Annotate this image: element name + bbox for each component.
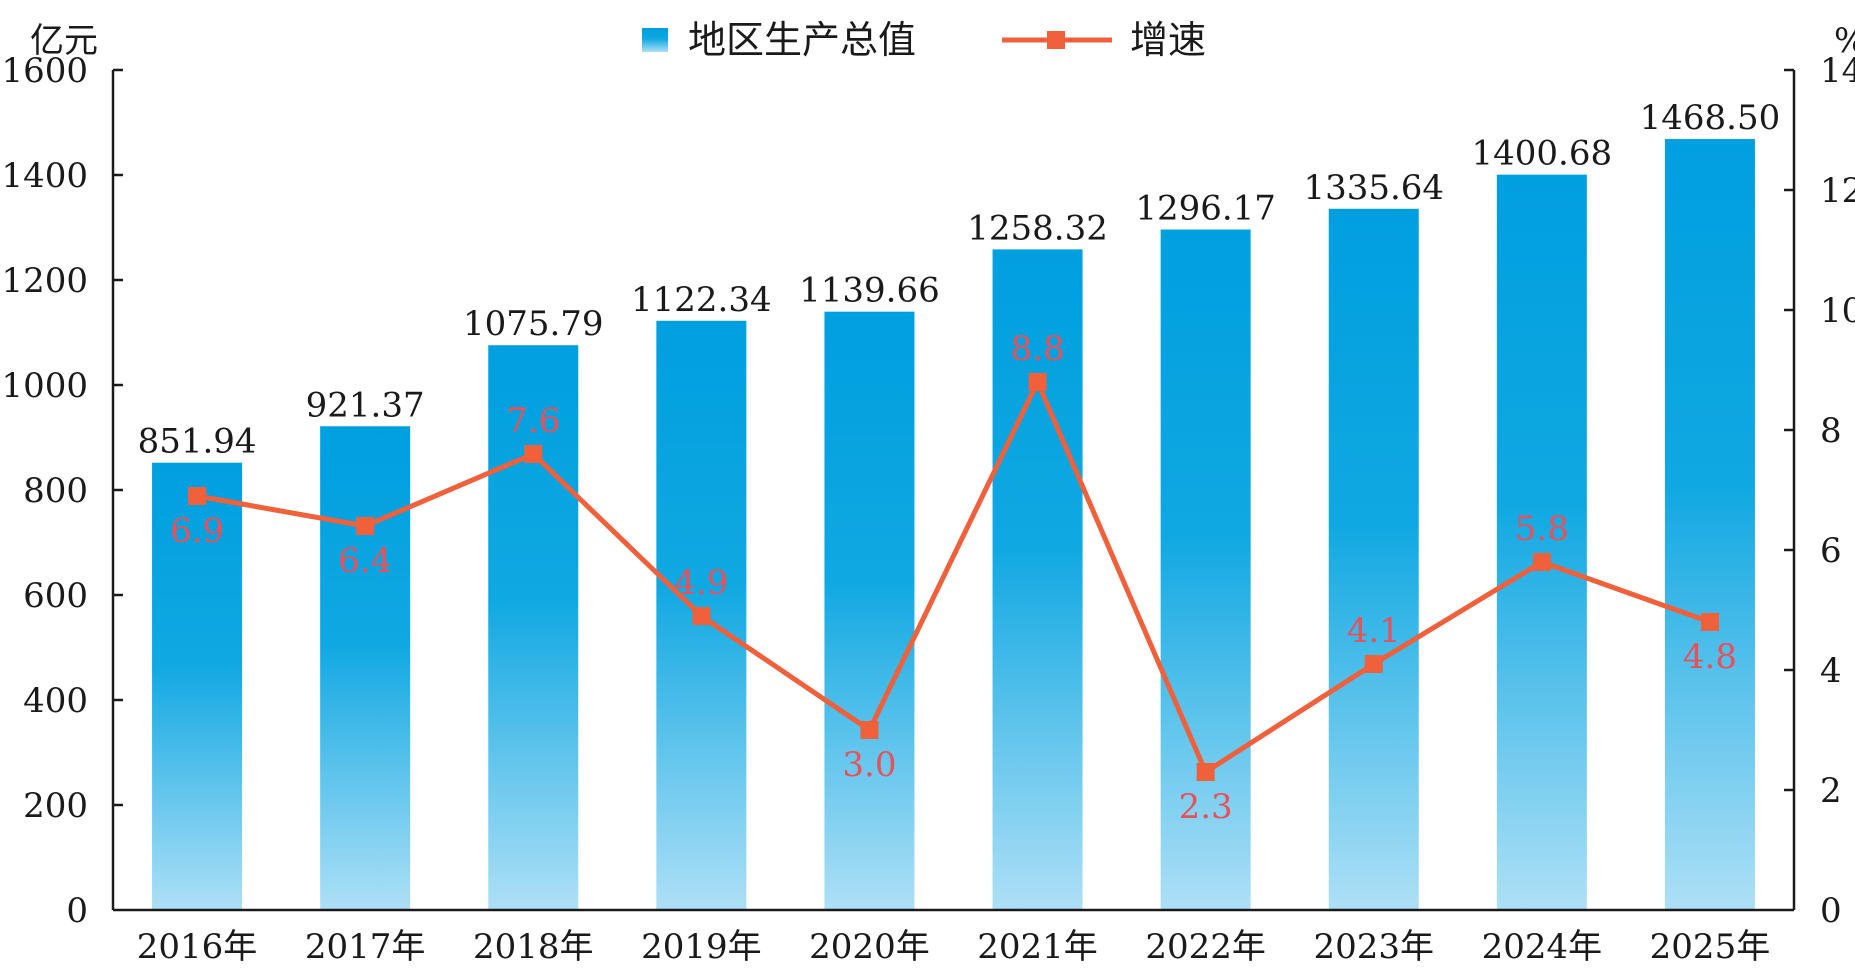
right-tick-label: 6 — [1820, 531, 1842, 571]
gdp-bar-value-label: 1122.34 — [631, 280, 772, 320]
x-tick-label: 2016年 — [137, 927, 258, 967]
gdp-bar-value-label: 1296.17 — [1135, 189, 1276, 229]
growth-rate-value-label: 4.8 — [1683, 637, 1737, 677]
growth-rate-marker — [1364, 655, 1383, 673]
left-axis-ticks: 0 200 400 600 800 1000 1200 1400 1600 — [1, 51, 123, 931]
bar-value-labels: 851.94 921.37 1075.79 1122.34 1139.66 1258.32… — [138, 98, 1781, 462]
left-tick-label: 1600 — [1, 51, 88, 91]
x-tick-label: 2020年 — [809, 927, 930, 967]
left-tick-label: 1400 — [1, 156, 88, 196]
x-tick-label: 2024年 — [1482, 927, 1603, 967]
bars — [152, 139, 1755, 911]
growth-rate-marker — [188, 487, 207, 505]
x-tick-label: 2022年 — [1145, 927, 1266, 967]
gdp-bar — [1160, 229, 1251, 911]
growth-rate-value-label: 6.9 — [170, 511, 224, 551]
x-tick-label: 2023年 — [1313, 927, 1434, 967]
gdp-bar-value-label: 1400.68 — [1472, 134, 1613, 174]
growth-rate-value-label: 3.0 — [842, 745, 896, 785]
gdp-bar-value-label: 1468.50 — [1640, 98, 1781, 138]
gdp-bar — [1328, 208, 1419, 910]
left-tick-label: 200 — [23, 786, 88, 826]
growth-rate-marker — [692, 607, 711, 625]
legend-bar-swatch — [642, 28, 668, 52]
growth-rate-marker — [356, 517, 375, 535]
right-tick-label: 10 — [1820, 291, 1855, 331]
growth-rate-marker — [1196, 763, 1215, 781]
x-tick-label: 2021年 — [977, 927, 1098, 967]
right-tick-label: 2 — [1820, 771, 1842, 811]
gdp-bar — [152, 462, 243, 910]
growth-rate-markers — [188, 373, 1719, 781]
right-tick-label: 0 — [1820, 891, 1842, 931]
growth-rate-marker — [1700, 613, 1719, 631]
growth-rate-value-label: 2.3 — [1179, 787, 1233, 827]
gdp-bar — [1496, 174, 1587, 910]
left-tick-label: 800 — [23, 471, 88, 511]
gdp-bar-value-label: 921.37 — [306, 385, 425, 425]
left-tick-label: 1200 — [1, 261, 88, 301]
gdp-bar-value-label: 1139.66 — [799, 271, 940, 311]
legend-bar-label: 地区生产总值 — [688, 18, 916, 62]
growth-rate-value-label: 6.4 — [338, 541, 392, 581]
growth-rate-value-label: 7.6 — [506, 401, 560, 441]
x-tick-label: 2025年 — [1650, 927, 1771, 967]
left-tick-label: 400 — [23, 681, 88, 721]
left-tick-label: 0 — [66, 891, 88, 931]
growth-rate-marker — [524, 445, 543, 463]
legend: 地区生产总值 增速 — [642, 18, 1206, 62]
right-tick-label: 8 — [1820, 411, 1842, 451]
right-tick-label: 14 — [1820, 51, 1855, 91]
growth-rate-labels: 6.9 6.4 7.6 4.9 3.0 8.8 2.3 4.1 5.8 4.8 — [170, 329, 1737, 827]
gdp-bar-value-label: 1335.64 — [1303, 168, 1444, 208]
growth-rate-marker — [1532, 553, 1551, 571]
growth-rate-value-label: 8.8 — [1011, 329, 1065, 369]
right-axis-ticks: 0 2 4 6 8 10 12 14 — [1784, 51, 1855, 931]
x-tick-label: 2017年 — [305, 927, 426, 967]
growth-rate-value-label: 4.1 — [1347, 611, 1401, 651]
right-tick-label: 12 — [1820, 171, 1855, 211]
right-axis-unit: % — [1834, 21, 1855, 61]
gdp-bar-value-label: 851.94 — [138, 422, 257, 462]
growth-rate-marker — [1028, 373, 1047, 391]
right-tick-label: 4 — [1820, 651, 1842, 691]
x-tick-label: 2019年 — [641, 927, 762, 967]
gdp-bar — [320, 426, 411, 910]
growth-rate-marker — [860, 721, 879, 739]
gdp-bar-value-label: 1258.32 — [967, 208, 1108, 248]
gdp-bar-value-label: 1075.79 — [463, 304, 604, 344]
x-tick-label: 2018年 — [473, 927, 594, 967]
gdp-bar — [1664, 139, 1755, 911]
x-axis-ticks: 2016年 2017年 2018年 2019年 2020年 2021年 2022年 2023年… — [137, 927, 1770, 967]
growth-rate-value-label: 5.8 — [1515, 509, 1569, 549]
growth-rate-line — [196, 379, 1711, 775]
growth-rate-value-label: 4.9 — [674, 563, 728, 603]
gdp-bar — [824, 311, 915, 911]
gdp-bar — [488, 345, 579, 911]
legend-line-label: 增速 — [1130, 18, 1206, 62]
left-tick-label: 600 — [23, 576, 88, 616]
legend-line-marker — [1047, 31, 1065, 49]
left-axis-unit: 亿元 — [30, 21, 98, 61]
gdp-bar — [992, 249, 1083, 910]
left-tick-label: 1000 — [1, 366, 88, 406]
